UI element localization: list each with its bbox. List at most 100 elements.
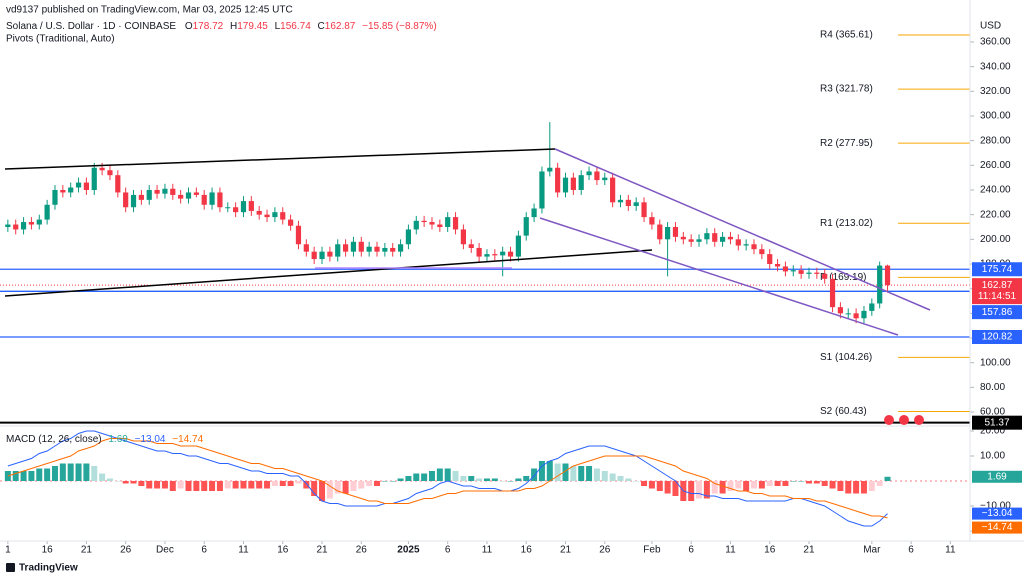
histogram-bar — [876, 481, 883, 486]
candle-body — [782, 266, 789, 272]
candle-body — [869, 303, 875, 311]
histogram-bar — [491, 478, 498, 481]
histogram-bar — [821, 481, 828, 486]
x-tick-label: 2025 — [397, 545, 420, 556]
indicator-name: Pivots (Traditional, Auto) — [6, 34, 115, 45]
channel-line — [539, 217, 899, 336]
candle-body — [28, 222, 35, 225]
countdown: 11:14:51 — [978, 291, 1017, 302]
histogram-bar — [114, 481, 121, 482]
candle-body — [492, 254, 498, 256]
ohlc-key: H — [230, 21, 237, 32]
macd-boxes: 1.69 −13.04 −14.74 — [972, 470, 1022, 534]
pivot-label: P (169.19) — [820, 272, 867, 283]
histogram-bar — [586, 466, 593, 481]
histogram-bar — [232, 481, 239, 489]
candle-body — [696, 239, 702, 242]
x-tick-label: 6 — [445, 545, 451, 556]
candle-body — [201, 194, 207, 205]
x-tick-label: 21 — [81, 545, 93, 556]
x-tick-label: 16 — [277, 545, 289, 556]
histogram-bar — [727, 481, 734, 491]
candle-body — [445, 217, 451, 227]
x-tick-label: 6 — [201, 545, 207, 556]
x-tick-label: 16 — [764, 545, 776, 556]
histogram-bar — [185, 481, 192, 491]
histogram-bar — [860, 481, 867, 494]
candle-body — [390, 247, 396, 252]
histogram-bar — [507, 481, 514, 482]
histogram-bar — [578, 466, 585, 481]
histogram-bar — [51, 466, 58, 481]
candle-body — [36, 219, 42, 225]
histogram-bar — [601, 471, 608, 481]
candle-body — [790, 270, 796, 272]
candle-body — [248, 201, 254, 211]
y-tick-label: 340.00 — [980, 61, 1011, 72]
histogram-bar — [696, 481, 703, 499]
candle-body — [625, 199, 631, 207]
histogram-bar — [452, 471, 459, 481]
candle-body — [468, 244, 474, 248]
candle-body — [594, 171, 600, 181]
histogram-bar — [774, 481, 781, 486]
y-tick-label: 300.00 — [980, 111, 1011, 122]
histogram-bar — [538, 461, 545, 481]
event-icon[interactable] — [899, 415, 909, 425]
ohlc-value: 162.87 — [325, 21, 356, 32]
candle-body — [397, 244, 404, 252]
histogram-bar — [256, 481, 263, 489]
histogram-bar — [570, 466, 577, 481]
histogram-bar — [287, 481, 294, 486]
symbol: Solana / U.S. Dollar · 1D · COINBASE — [6, 21, 176, 32]
histogram-bar — [625, 478, 632, 481]
event-icon[interactable] — [914, 415, 924, 425]
histogram-bar — [106, 478, 113, 481]
candle-body — [358, 241, 364, 252]
legend-value: 1.69 — [108, 434, 128, 445]
ohlc-key: L — [275, 21, 281, 32]
histogram-bar — [633, 481, 640, 482]
histogram-bar — [798, 481, 805, 482]
histogram-bar — [758, 481, 765, 489]
candle-body — [767, 254, 773, 264]
histogram-bar — [138, 481, 145, 486]
histogram-bar — [358, 481, 365, 489]
histogram-bar — [703, 481, 710, 499]
x-tick-label: 11 — [725, 545, 736, 556]
x-tick-label: 16 — [42, 545, 54, 556]
value-box-label: −13.04 — [982, 508, 1013, 519]
histogram-bar — [562, 463, 569, 481]
candle-body — [217, 192, 223, 208]
histogram-bar — [99, 473, 106, 481]
candle-body — [130, 194, 137, 208]
histogram-bar — [672, 481, 679, 496]
histogram-bar — [656, 481, 663, 491]
signal-line — [7, 438, 888, 519]
candle-body — [311, 251, 317, 260]
histogram-bar — [59, 463, 66, 481]
histogram-bar — [271, 481, 278, 486]
y-tick-label: 240.00 — [980, 185, 1011, 196]
histogram-bar — [177, 481, 184, 489]
event-icons — [884, 415, 924, 425]
brand-name: TradingView — [19, 563, 78, 574]
candle-body — [185, 192, 192, 199]
candle-body — [413, 220, 419, 230]
histogram-bar — [169, 481, 176, 491]
x-tick-label: 21 — [803, 545, 815, 556]
x-tick-label: 26 — [120, 545, 132, 556]
candle-body — [225, 207, 231, 209]
event-icon[interactable] — [884, 415, 894, 425]
candle-body — [178, 194, 184, 199]
candle-body — [162, 188, 168, 194]
candle-body — [44, 204, 50, 220]
candle-body — [822, 273, 828, 279]
candle-body — [264, 214, 270, 218]
candle-body — [586, 171, 592, 176]
candle-body — [649, 217, 655, 225]
candle-body — [547, 167, 553, 172]
histogram-bar — [593, 468, 600, 481]
candle-body — [719, 236, 726, 242]
